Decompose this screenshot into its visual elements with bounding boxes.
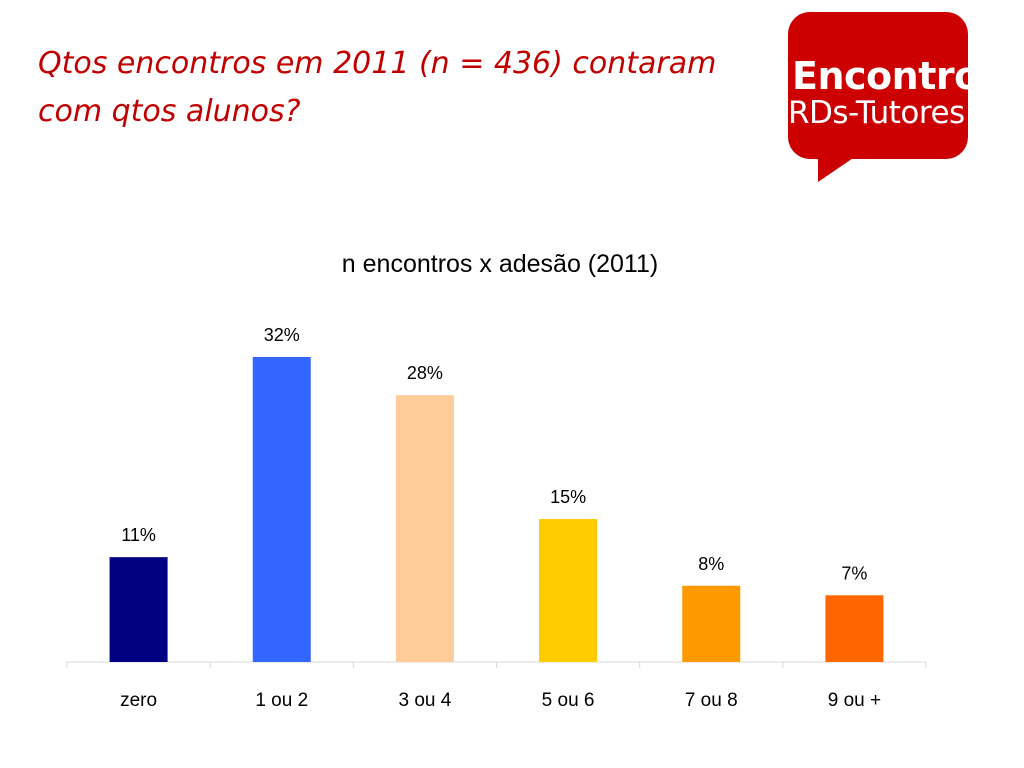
bar-3 bbox=[395, 395, 454, 662]
logo-bubble-tail bbox=[818, 152, 862, 182]
logo-speech-bubble: Encontro RDs-Tutores bbox=[788, 12, 968, 159]
x-tick-label-5: 7 ou 8 bbox=[685, 690, 738, 711]
encontro-logo: Encontro RDs-Tutores bbox=[788, 12, 970, 184]
chart-title: n encontros x adesão (2011) bbox=[341, 250, 659, 278]
x-tick-label-6: 9 ou + bbox=[828, 690, 881, 711]
x-tick-label-2: 1 ou 2 bbox=[255, 690, 308, 711]
slide-title: Qtos encontros em 2011 (n = 436) contara… bbox=[38, 40, 778, 136]
bar-5 bbox=[682, 585, 741, 662]
x-tick-label-4: 5 ou 6 bbox=[542, 690, 595, 711]
bar-1 bbox=[109, 557, 168, 662]
slide-title-line-1: Qtos encontros em 2011 (n = 436) contara… bbox=[38, 46, 717, 81]
data-label-4: 15% bbox=[550, 487, 586, 507]
bar-6 bbox=[825, 595, 884, 662]
data-label-6: 7% bbox=[841, 563, 867, 583]
data-label-2: 32% bbox=[264, 325, 300, 345]
bar-4 bbox=[539, 519, 598, 662]
data-label-1: 11% bbox=[121, 525, 156, 545]
logo-text-line-2: RDs-Tutores bbox=[788, 95, 965, 131]
bar-2 bbox=[252, 357, 311, 662]
data-label-3: 28% bbox=[407, 363, 443, 383]
logo-text-line-1: Encontro bbox=[792, 54, 968, 98]
x-tick-label-1: zero bbox=[120, 690, 157, 711]
x-tick-label-3: 3 ou 4 bbox=[399, 690, 452, 711]
data-label-5: 8% bbox=[698, 554, 724, 574]
slide-title-line-2: com qtos alunos? bbox=[38, 94, 301, 129]
